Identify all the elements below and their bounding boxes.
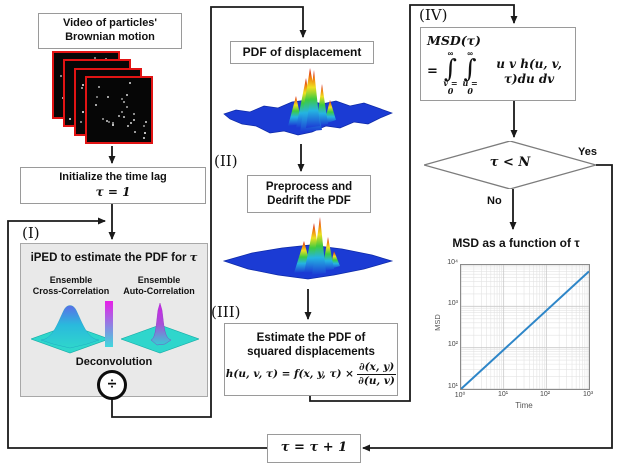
integral-u-symbol: ∫ (463, 53, 477, 83)
initialize-box: Initialize the time lag τ = 1 (20, 167, 206, 204)
cross-label-line1: Ensemble (49, 275, 93, 285)
divide-operator-circle: ÷ (97, 370, 127, 400)
msd-formula-box: MSD(τ) = ∞ ∫ v = 0 ∞ ∫ u = 0 u v h(u, v,… (420, 27, 576, 101)
decision-diamond (424, 141, 596, 189)
y-tick-3: 10³ (447, 300, 458, 307)
pdf-displacement-label: PDF of displacement (242, 45, 362, 59)
estimate-label-line1: Estimate the PDF of (256, 331, 366, 344)
equals-sign: = (427, 64, 438, 80)
estimate-box: Estimate the PDF of squared displacement… (224, 323, 398, 396)
msd-lhs: MSD(τ) (427, 33, 481, 49)
stage1-box: iPED to estimate the PDF for τ Ensemble … (20, 243, 208, 397)
y-tick-4: 10⁴ (447, 259, 458, 266)
stage1-title: iPED to estimate the PDF for τ (21, 250, 207, 264)
msd-data-line (460, 270, 590, 390)
tau-increment-math: τ = τ + 1 (280, 440, 348, 456)
y-tick-1: 10¹ (447, 383, 458, 390)
initialize-math: τ = 1 (95, 184, 131, 199)
video-label-line2: Brownian motion (65, 31, 155, 43)
pdf-displacement-box: PDF of displacement (230, 41, 374, 64)
auto-label-line2: Auto-Correlation (123, 285, 195, 296)
initialize-label: Initialize the time lag (59, 171, 167, 184)
integral-u: ∞ ∫ u = 0 (461, 48, 479, 96)
stage4-tag: (IV) (419, 6, 448, 24)
pdf-surface-plot-1 (223, 68, 393, 136)
stage2-tag: (II) (214, 152, 238, 170)
cross-correlation-label: Ensemble Cross-Correlation (27, 275, 115, 297)
msd-chart: MSD 10⁴ 10³ 10² 10¹ 10⁰ 10¹ 10² 10³ Time (433, 256, 605, 414)
x-tick-2: 10² (539, 391, 551, 398)
estimate-formula: h(u, v, τ) = f(x, y, τ) × ∂(x, y) ∂(u, v… (225, 361, 397, 388)
yes-loop-line (362, 164, 613, 452)
no-label: No (487, 195, 502, 207)
decision-condition: τ < N (489, 155, 531, 170)
preprocess-label-line2: Dedrift the PDF (267, 195, 351, 207)
stage1-tag: (I) (22, 224, 40, 242)
integral-u-upper: ∞ (467, 48, 473, 58)
integrand: u v h(u, v, τ)du dv (496, 57, 562, 87)
fraction-numerator: ∂(x, y) (356, 361, 397, 376)
integral-v: ∞ ∫ v = 0 (442, 48, 459, 96)
msd-xlabel: Time (515, 401, 533, 410)
cross-label-line2: Cross-Correlation (32, 285, 110, 296)
stage3-tag: (III) (211, 303, 241, 321)
msd-plot-area (460, 264, 590, 390)
cross-correlation-surface (31, 305, 109, 354)
integral-v-symbol: ∫ (443, 53, 457, 83)
integral-v-lower: v = 0 (443, 77, 458, 96)
yes-label: Yes (578, 146, 597, 158)
msd-chart-title-text: MSD as a function of τ (452, 236, 580, 250)
auto-correlation-surface (121, 302, 199, 354)
delta-function-bar (105, 301, 113, 347)
msd-plot-svg (460, 264, 590, 390)
arrow-stage1-to-pdf (111, 6, 307, 418)
msd-ylabel: MSD (432, 314, 442, 331)
stage1-title-math: τ (189, 250, 198, 264)
video-label-line1: Video of particles' (62, 17, 158, 30)
y-tick-2: 10² (447, 341, 458, 348)
auto-label-line1: Ensemble (137, 275, 181, 285)
msd-integral-row: = ∞ ∫ v = 0 ∞ ∫ u = 0 u v h(u, v, τ)du d… (427, 48, 575, 96)
loopback-line (7, 217, 267, 449)
integral-u-lower: u = 0 (462, 77, 478, 96)
deconvolution-label: Deconvolution (75, 356, 153, 368)
integral-v-upper: ∞ (447, 48, 454, 58)
x-tick-0: 10⁰ (454, 392, 466, 399)
estimate-label-line2: squared displacements (247, 345, 375, 358)
pdf-surface-plot-2 (222, 217, 394, 280)
preprocess-label-line1: Preprocess and (265, 180, 353, 193)
msd-chart-title: MSD as a function of τ (436, 236, 596, 250)
x-tick-1: 10¹ (497, 391, 509, 398)
x-tick-3: 10³ (582, 391, 594, 398)
formula-lhs: h(u, v, τ) = f(x, y, τ) × (225, 368, 354, 381)
tau-increment-box: τ = τ + 1 (267, 434, 361, 463)
video-frame-4 (85, 76, 153, 144)
stage1-title-text: iPED to estimate the PDF for (30, 252, 190, 264)
auto-correlation-label: Ensemble Auto-Correlation (115, 275, 203, 297)
preprocess-box: Preprocess and Dedrift the PDF (247, 175, 371, 213)
formula-fraction: ∂(x, y) ∂(u, v) (356, 361, 397, 388)
fraction-denominator: ∂(u, v) (358, 375, 395, 388)
arrow-stage3-to-stage4 (309, 4, 518, 402)
divide-symbol: ÷ (107, 376, 117, 393)
video-box: Video of particles' Brownian motion (38, 13, 182, 49)
